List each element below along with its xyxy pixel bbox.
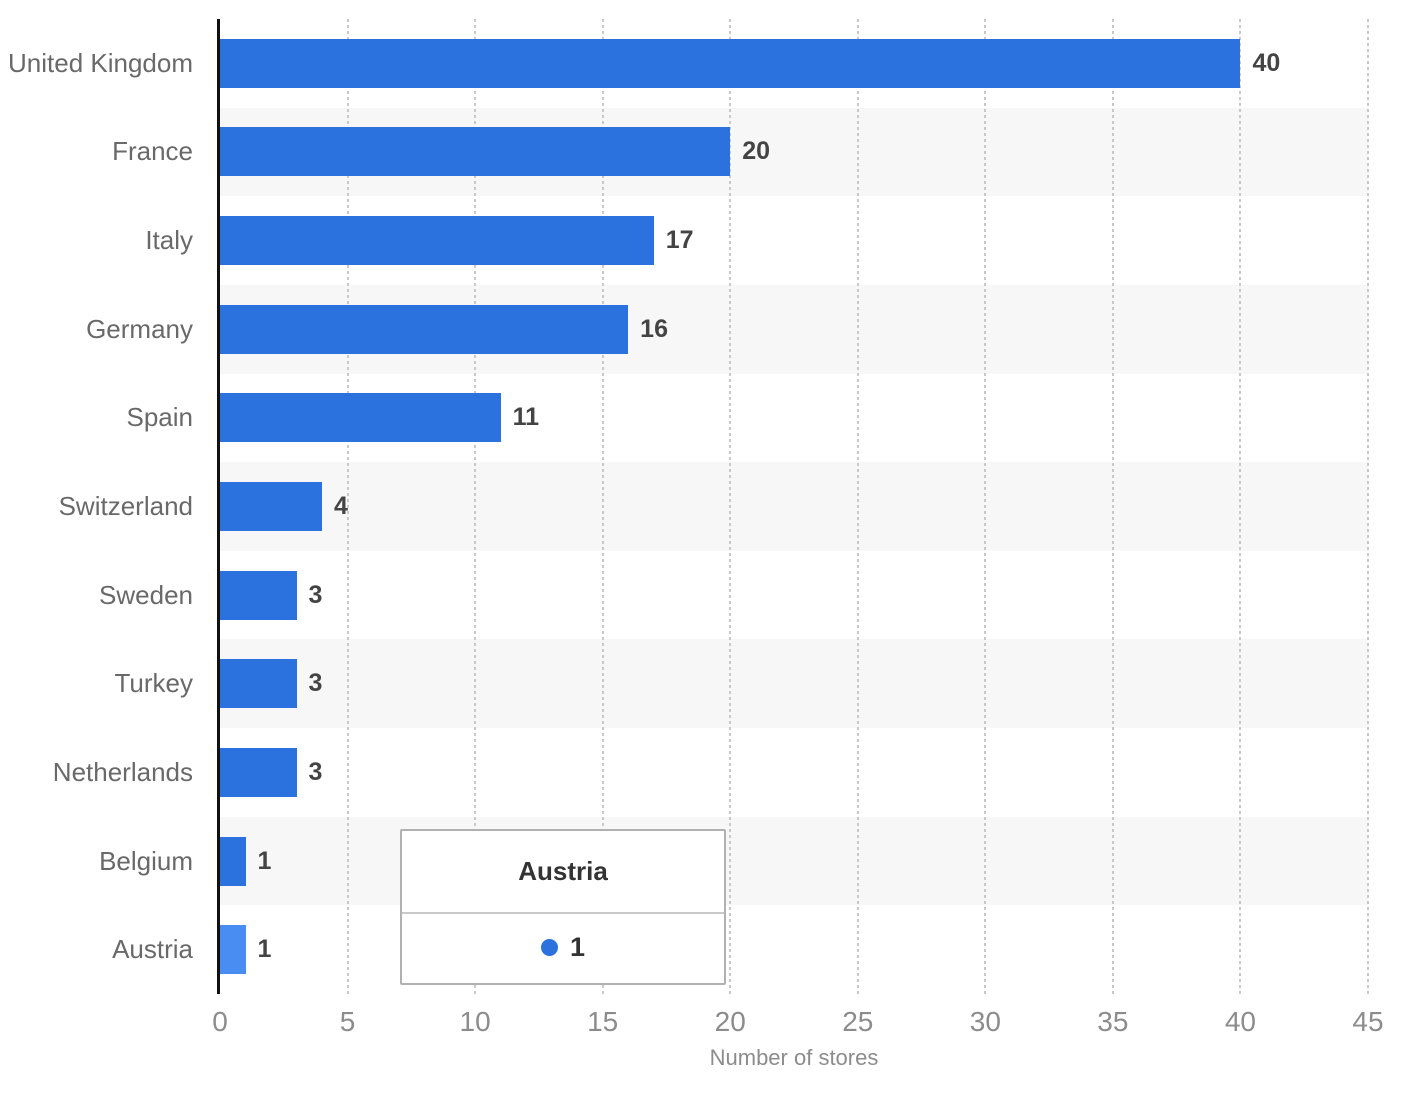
blue-dot-icon bbox=[540, 939, 558, 956]
plot-area: 40 20 17 16 11 4 3 3 3 1 1 bbox=[220, 19, 1369, 994]
bar-value-label: 20 bbox=[742, 137, 771, 166]
row-stripe bbox=[220, 816, 1368, 906]
x-tick-label: 5 bbox=[339, 1006, 356, 1037]
bar[interactable] bbox=[220, 747, 297, 797]
x-tick-label: 35 bbox=[1097, 1006, 1129, 1037]
bar-value-label: 11 bbox=[512, 403, 540, 432]
bar[interactable] bbox=[220, 38, 1241, 88]
bar-value-label: 1 bbox=[257, 935, 272, 964]
bar-highlighted[interactable] bbox=[220, 925, 246, 975]
tooltip-body: 1 bbox=[402, 914, 724, 981]
x-axis-title: Number of stores bbox=[709, 1045, 879, 1070]
x-tick-label: 10 bbox=[459, 1006, 491, 1037]
category-label: Turkey bbox=[114, 668, 194, 699]
bar-value-label: 3 bbox=[308, 757, 323, 786]
x-tick-label: 40 bbox=[1224, 1006, 1257, 1037]
category-label: Belgium bbox=[99, 845, 193, 876]
x-tick-label: 15 bbox=[587, 1006, 619, 1037]
gridline bbox=[474, 19, 477, 994]
gridline bbox=[601, 19, 604, 994]
category-label: France bbox=[112, 136, 193, 167]
bar[interactable] bbox=[220, 127, 731, 177]
x-tick-label: 45 bbox=[1352, 1006, 1384, 1037]
x-tick-label: 30 bbox=[969, 1006, 1001, 1037]
bar-value-label: 3 bbox=[308, 669, 323, 698]
x-tick-label: 20 bbox=[714, 1006, 746, 1037]
bar-value-label: 16 bbox=[640, 314, 668, 343]
bar-value-label: 4 bbox=[334, 491, 348, 520]
bar[interactable] bbox=[220, 570, 297, 620]
gridline bbox=[856, 19, 859, 994]
category-label: Italy bbox=[145, 225, 193, 256]
bar[interactable] bbox=[220, 216, 654, 266]
category-label: Austria bbox=[112, 934, 193, 965]
x-tick-label: 25 bbox=[842, 1006, 874, 1037]
tooltip-header: Austria bbox=[402, 831, 724, 914]
x-tick-label: 0 bbox=[212, 1006, 228, 1037]
bar[interactable] bbox=[220, 659, 297, 709]
gridline bbox=[984, 19, 987, 994]
bar[interactable] bbox=[220, 304, 629, 354]
category-label: Sweden bbox=[99, 579, 193, 610]
gridline bbox=[729, 19, 732, 994]
tooltip-title: Austria bbox=[518, 856, 608, 886]
bar-value-label: 1 bbox=[257, 846, 272, 875]
tooltip: Austria 1 bbox=[400, 829, 726, 985]
category-label: Germany bbox=[86, 313, 193, 344]
gridline bbox=[1367, 19, 1369, 994]
bar[interactable] bbox=[220, 836, 246, 886]
bar-value-label: 17 bbox=[665, 226, 694, 255]
bar[interactable] bbox=[220, 482, 323, 531]
row-stripe bbox=[220, 639, 1368, 729]
gridline bbox=[1111, 19, 1114, 994]
category-label: Netherlands bbox=[52, 756, 193, 787]
bar[interactable] bbox=[220, 393, 501, 443]
row-stripe bbox=[220, 462, 1368, 551]
gridline bbox=[346, 19, 349, 994]
tooltip-value: 1 bbox=[569, 932, 586, 962]
category-label: Switzerland bbox=[58, 490, 193, 521]
bar-value-label: 40 bbox=[1252, 48, 1281, 77]
category-label: Spain bbox=[126, 402, 194, 433]
category-label: United Kingdom bbox=[8, 47, 193, 78]
y-axis-line bbox=[217, 19, 220, 994]
bar-value-label: 3 bbox=[308, 580, 323, 609]
gridline bbox=[1239, 19, 1242, 994]
